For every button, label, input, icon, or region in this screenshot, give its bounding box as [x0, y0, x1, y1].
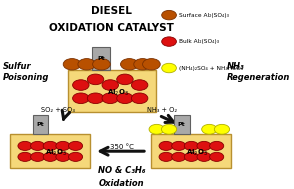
Text: Pt: Pt — [178, 122, 186, 127]
Circle shape — [93, 59, 110, 70]
Circle shape — [121, 59, 138, 70]
Text: Pt: Pt — [97, 56, 105, 61]
Circle shape — [56, 141, 70, 150]
Circle shape — [18, 141, 32, 150]
Circle shape — [73, 80, 89, 90]
Circle shape — [214, 124, 230, 134]
Text: Al$_2$O$_3$: Al$_2$O$_3$ — [107, 88, 128, 98]
Circle shape — [87, 74, 104, 85]
Circle shape — [102, 80, 118, 90]
Bar — [174, 115, 190, 134]
Text: Sulfur
Poisoning: Sulfur Poisoning — [3, 62, 49, 82]
Circle shape — [69, 141, 83, 150]
Circle shape — [210, 141, 224, 150]
Circle shape — [159, 152, 173, 161]
Circle shape — [184, 141, 198, 150]
Bar — [68, 70, 156, 112]
Text: Al$_2$O$_3$: Al$_2$O$_3$ — [186, 148, 208, 158]
Circle shape — [131, 80, 148, 90]
Bar — [92, 47, 110, 70]
Circle shape — [117, 74, 133, 85]
Text: (NH₄)₂SO₄ + NH₄HSO₄: (NH₄)₂SO₄ + NH₄HSO₄ — [179, 66, 243, 70]
Text: SO₂ + SO₃: SO₂ + SO₃ — [41, 107, 75, 113]
Circle shape — [73, 93, 89, 104]
Circle shape — [149, 124, 164, 134]
Circle shape — [31, 141, 45, 150]
Circle shape — [56, 152, 70, 161]
Circle shape — [162, 37, 176, 46]
Circle shape — [69, 152, 83, 161]
Circle shape — [78, 59, 96, 70]
Circle shape — [210, 152, 224, 161]
Text: NO & C₃H₆: NO & C₃H₆ — [98, 166, 146, 175]
Circle shape — [202, 124, 217, 134]
Circle shape — [131, 93, 148, 104]
Circle shape — [117, 93, 133, 104]
Circle shape — [143, 59, 160, 70]
Text: NH₃
Regeneration: NH₃ Regeneration — [226, 62, 290, 82]
Text: Bulk Al₂(SO₄)₃: Bulk Al₂(SO₄)₃ — [179, 39, 219, 44]
Bar — [33, 115, 49, 134]
Text: 350 °C: 350 °C — [110, 144, 134, 150]
Circle shape — [18, 152, 32, 161]
Circle shape — [184, 152, 198, 161]
Text: NH₃ + O₂: NH₃ + O₂ — [147, 107, 177, 113]
Bar — [151, 134, 231, 168]
Circle shape — [63, 59, 81, 70]
Circle shape — [172, 152, 186, 161]
Text: Surface Al₂(SO₄)₃: Surface Al₂(SO₄)₃ — [179, 13, 229, 18]
Circle shape — [31, 152, 45, 161]
Circle shape — [162, 10, 176, 20]
Circle shape — [43, 141, 57, 150]
Text: DIESEL: DIESEL — [91, 6, 132, 16]
Circle shape — [134, 59, 151, 70]
Bar — [10, 134, 90, 168]
Text: Pt: Pt — [37, 122, 44, 127]
Text: OXIDATION CATALYST: OXIDATION CATALYST — [49, 23, 174, 33]
Circle shape — [197, 141, 211, 150]
Circle shape — [102, 93, 118, 104]
Circle shape — [159, 141, 173, 150]
Text: Oxidation: Oxidation — [99, 179, 145, 188]
Circle shape — [172, 141, 186, 150]
Circle shape — [162, 63, 176, 73]
Circle shape — [87, 93, 104, 104]
Circle shape — [43, 152, 57, 161]
Circle shape — [161, 124, 177, 134]
Text: Al$_2$O$_3$: Al$_2$O$_3$ — [45, 148, 67, 158]
Circle shape — [197, 152, 211, 161]
